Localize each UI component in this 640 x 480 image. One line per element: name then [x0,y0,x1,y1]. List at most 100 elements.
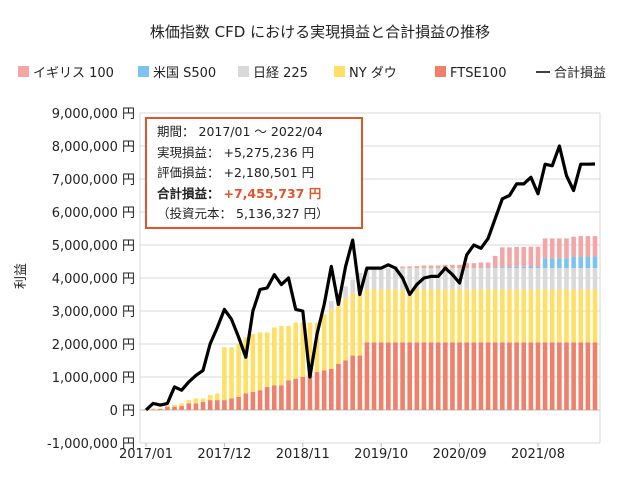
bar-FTSE100 [592,342,598,410]
bar-FTSE100 [492,342,498,410]
bar-イギリス-100 [528,246,534,267]
x-tick-label: 2019/10 [354,447,408,462]
bar-NY-ダウ [222,347,227,401]
bar-FTSE100 [243,393,249,410]
bar-NY-ダウ [179,403,184,407]
bar-NY-ダウ [585,289,591,343]
period-label: 期間： [157,124,195,139]
legend-label: 日経 225 [253,66,308,81]
bar-日経-225 [571,268,576,290]
bar-イギリス-100 [457,264,462,269]
bar-FTSE100 [414,342,420,410]
bar-日経-225 [464,268,470,290]
bar-NY-ダウ [557,289,562,343]
bar-日経-225 [514,268,519,290]
bar-FTSE100 [371,342,377,410]
bar-日経-225 [450,268,455,290]
bar-NY-ダウ [350,292,355,356]
bar-NY-ダウ [514,289,519,343]
bar-日経-225 [478,268,484,290]
bar-NY-ダウ [478,289,484,343]
bar-FTSE100 [186,403,192,410]
bar-日経-225 [535,268,541,290]
bar-米国-S500 [514,266,519,269]
bar-NY-ダウ [243,337,249,394]
bar-FTSE100 [271,385,277,410]
bar-NY-ダウ [229,347,234,399]
bar-日経-225 [521,268,527,290]
bar-イギリス-100 [492,255,498,268]
bar-FTSE100 [257,390,263,410]
bar-NY-ダウ [528,289,534,343]
bar-FTSE100 [578,342,584,410]
legend-swatch [435,66,446,77]
period-row: 期間： 2017/01 ～ 2022/04 [157,122,361,143]
bar-日経-225 [485,268,491,290]
bar-NY-ダウ [471,289,477,343]
bar-FTSE100 [443,342,448,410]
legend-swatch [18,66,29,77]
bar-日経-225 [564,268,569,290]
bar-NY-ダウ [165,405,170,407]
bar-FTSE100 [350,355,355,410]
bar-イギリス-100 [592,236,598,257]
bar-イギリス-100 [485,262,491,268]
bar-イギリス-100 [500,247,505,268]
bar-FTSE100 [229,398,234,410]
bar-FTSE100 [214,400,220,410]
bar-FTSE100 [428,342,434,410]
bar-FTSE100 [250,391,256,410]
bar-NY-ダウ [286,325,291,381]
bar-イギリス-100 [435,265,441,269]
bar-米国-S500 [478,267,484,269]
bar-NY-ダウ [271,327,277,386]
bar-イギリス-100 [521,246,527,267]
bar-米国-S500 [557,258,562,269]
bar-FTSE100 [293,378,298,410]
bar-NY-ダウ [578,289,584,343]
bar-日経-225 [528,268,534,290]
bar-イギリス-100 [443,264,448,269]
bar-NY-ダウ [492,289,498,343]
bar-NY-ダウ [200,398,206,402]
bar-FTSE100 [557,342,562,410]
bar-NY-ダウ [500,289,505,343]
unrealized-value: +2,180,501 円 [223,165,315,180]
bar-米国-S500 [492,267,498,269]
bar-FTSE100 [450,342,455,410]
bar-NY-ダウ [421,289,427,343]
bar-日経-225 [407,268,412,290]
bar-NY-ダウ [236,344,241,397]
bar-NY-ダウ [157,408,163,410]
bar-日経-225 [414,268,420,290]
bar-NY-ダウ [186,400,192,404]
y-tick-label: 0 円 [110,404,135,419]
principal-value: 5,136,327 円） [236,206,329,221]
bar-日経-225 [492,268,498,290]
bar-米国-S500 [500,267,505,269]
bar-FTSE100 [364,342,370,410]
x-tick-label: 2017/01 [119,447,173,462]
bar-NY-ダウ [571,289,576,343]
bar-日経-225 [585,268,591,290]
bar-NY-ダウ [307,322,313,374]
bar-FTSE100 [407,342,412,410]
bar-米国-S500 [571,256,576,269]
bar-NY-ダウ [172,405,177,407]
summary-box: 期間： 2017/01 ～ 2022/04 実現損益： +5,275,236 円… [145,117,363,229]
bar-イギリス-100 [535,246,541,267]
bar-日経-225 [557,268,562,290]
bar-米国-S500 [507,267,512,269]
bar-日経-225 [471,268,477,290]
bar-イギリス-100 [450,264,455,269]
bar-イギリス-100 [507,247,512,268]
legend-swatch [334,66,345,77]
legend-label: FTSE100 [450,66,506,81]
legend-swatch [238,66,249,77]
bar-FTSE100 [478,342,484,410]
bar-NY-ダウ [250,334,256,392]
bar-NY-ダウ [457,289,462,343]
principal-label: （投資元本： [157,206,233,221]
bar-日経-225 [542,268,548,290]
bar-FTSE100 [521,342,527,410]
